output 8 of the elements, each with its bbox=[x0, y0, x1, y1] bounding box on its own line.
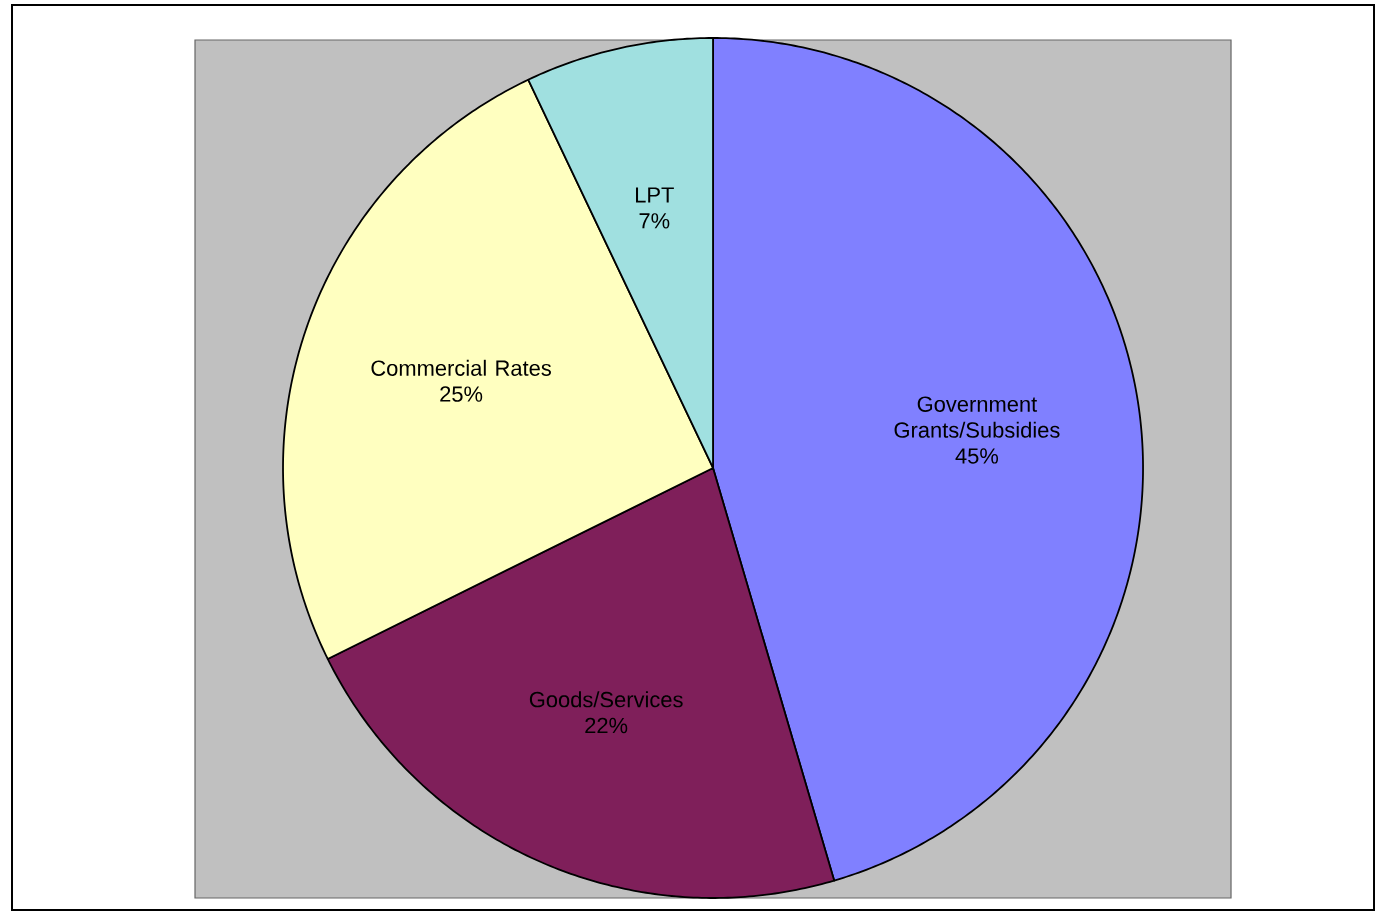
data-label: 7% bbox=[639, 213, 670, 229]
slice-label: Goods/Services bbox=[529, 691, 683, 708]
slice-label: Commercial Rates bbox=[371, 359, 551, 376]
slice-label: Government Grants/Subsidies bbox=[894, 396, 1060, 438]
data-label: 22% bbox=[585, 717, 628, 734]
data-label: 45% bbox=[955, 448, 999, 464]
data-label: 25% bbox=[440, 386, 483, 402]
slice-label: LPT bbox=[636, 187, 674, 203]
